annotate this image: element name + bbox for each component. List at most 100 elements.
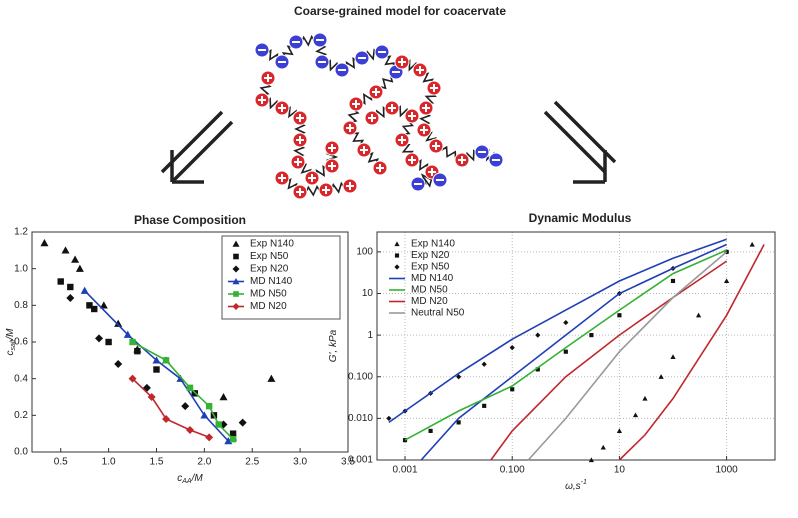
marker-triangle [114, 319, 123, 327]
y-tick-label: 0.2 [14, 410, 28, 421]
chart-title: Dynamic Modulus [529, 211, 632, 225]
legend-label: Neutral N50 [411, 308, 465, 319]
y-axis-label: csalt/M [5, 328, 17, 356]
y-tick-label: 10 [362, 288, 374, 299]
marker-square [67, 283, 74, 291]
marker-diamond [481, 361, 487, 367]
marker-square [86, 302, 93, 309]
marker-triangle [695, 312, 702, 318]
y-tick-label: 0.001 [348, 455, 373, 466]
legend-label: Exp N20 [411, 250, 450, 261]
marker-diamond [535, 332, 541, 338]
marker-diamond [509, 345, 515, 351]
x-tick-label: 1000 [715, 465, 738, 476]
marker-square [589, 333, 594, 338]
y-axis-label-part: /M [5, 328, 16, 341]
polymer-spring [371, 105, 441, 189]
x-tick-label: 0.100 [500, 465, 525, 476]
marker-triangle [723, 278, 730, 284]
legend-label: Exp N50 [411, 262, 450, 273]
x-tick-label: 0.001 [393, 465, 418, 476]
marker-triangle [75, 264, 84, 272]
marker-triangle [80, 286, 89, 294]
marker-triangle [71, 255, 80, 263]
chart-title: Phase Composition [134, 213, 246, 227]
marker-diamond [238, 418, 247, 427]
marker-square [670, 278, 676, 284]
marker-triangle [670, 354, 676, 359]
marker-square [563, 349, 568, 354]
marker-diamond [147, 393, 156, 401]
y-tick-label: 1.0 [14, 263, 28, 274]
chart: Phase Composition 0.5 1.0 1.5 2.0 2.5 3.0 3.5 0.… [5, 213, 356, 485]
arrow-left-head [170, 150, 204, 184]
x-tick-label: 1.0 [102, 457, 116, 468]
figure-title: Coarse-grained model for coacervate [294, 4, 506, 18]
marker-square [134, 347, 141, 355]
plot-frame [376, 231, 776, 461]
x-axis-label: ω,s-1 [565, 479, 587, 492]
y-tick-label: 0.100 [348, 371, 373, 382]
marker-square [617, 313, 622, 318]
x-axis-label-part: AA [181, 478, 192, 485]
legend-label: MD N140 [411, 273, 454, 284]
series-line [84, 290, 229, 442]
marker-triangle [749, 241, 755, 247]
marker-square [57, 278, 64, 285]
marker-triangle [267, 374, 276, 382]
x-axis-label: cAA/M [177, 473, 203, 485]
legend-label: Exp N50 [250, 251, 289, 262]
marker-triangle [588, 457, 594, 463]
legend-label: Exp N140 [250, 239, 294, 250]
marker-triangle [394, 241, 400, 247]
y-axis-label-part: c [5, 351, 16, 356]
marker-square [428, 428, 433, 433]
legend-label: MD N50 [411, 285, 448, 296]
x-tick-label: 0.5 [54, 457, 68, 468]
marker-triangle [219, 393, 228, 401]
marker-diamond [95, 334, 104, 343]
legend-label: MD N50 [250, 289, 287, 300]
marker-triangle [232, 278, 240, 285]
x-axis-label-part: /M [191, 473, 204, 484]
marker-square [162, 357, 170, 364]
y-tick-label: 0.0 [14, 447, 28, 458]
coacervate-diagram [254, 32, 504, 200]
marker-diamond [128, 374, 137, 383]
marker-square [153, 366, 160, 373]
y-tick-label: 0.6 [14, 337, 28, 348]
marker-square [129, 338, 136, 346]
legend-label: Exp N140 [411, 239, 455, 250]
marker-square [394, 253, 400, 258]
x-tick-label: 3.5 [341, 457, 355, 468]
x-tick-label: 1.5 [150, 457, 164, 468]
y-axis-label-part: salt [10, 339, 17, 351]
marker-square [535, 367, 540, 372]
arrow-right-head [573, 150, 607, 184]
marker-triangle [200, 411, 209, 419]
plot-frame [31, 231, 349, 453]
marker-diamond [394, 264, 400, 270]
marker-square [456, 420, 461, 425]
marker-diamond [114, 360, 123, 368]
marker-diamond [205, 433, 214, 442]
marker-diamond [456, 374, 462, 380]
series-line [388, 238, 727, 461]
x-tick-label: 3.0 [293, 457, 307, 468]
marker-triangle [40, 239, 49, 247]
series-line [404, 249, 727, 441]
marker-diamond [186, 426, 194, 434]
legend-label: Exp N20 [250, 264, 289, 275]
legend-label: MD N140 [250, 276, 293, 287]
x-tick-label: 2.0 [197, 457, 211, 468]
marker-triangle [152, 356, 161, 364]
y-tick-label: 1 [367, 330, 373, 341]
marker-triangle [658, 374, 664, 379]
marker-square [215, 421, 222, 428]
series-line [527, 251, 728, 461]
marker-square [91, 305, 98, 313]
polymer-spring [257, 77, 339, 181]
marker-square [229, 430, 237, 437]
x-axis-label-part: ω,s [565, 481, 581, 492]
